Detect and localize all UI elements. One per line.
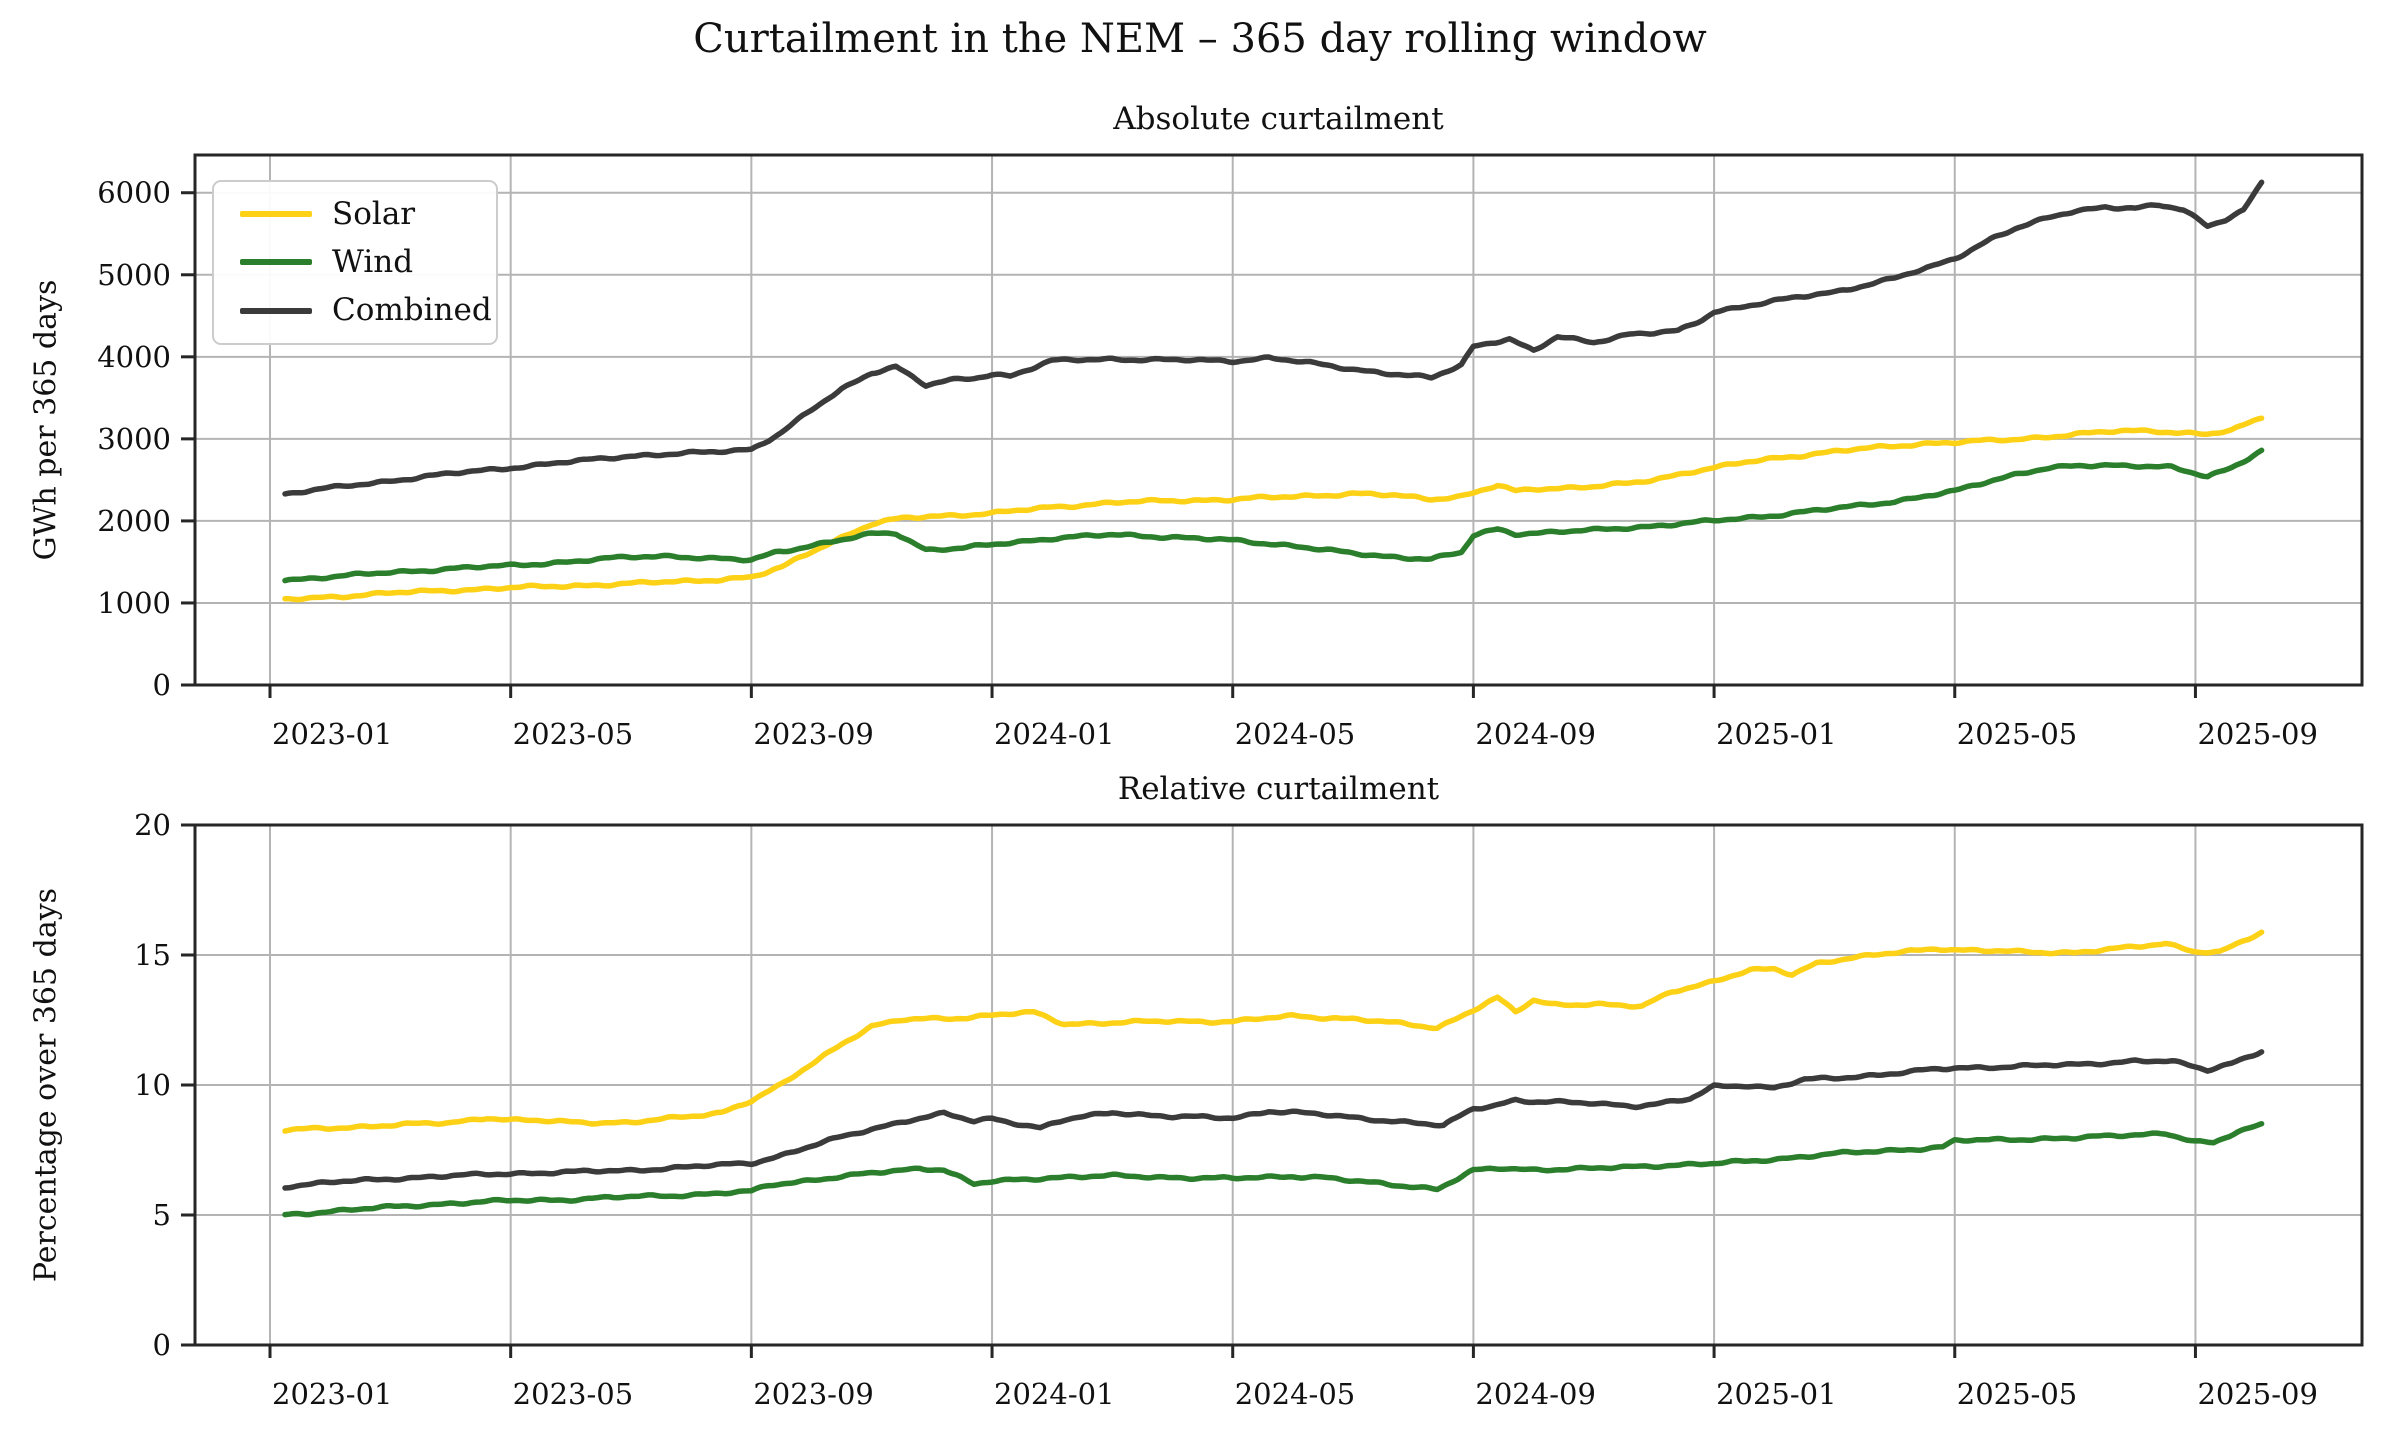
- x-tick-label: 2023-09: [753, 1377, 874, 1411]
- ticks: 2023-01 2023-05 2023-09 2024-01 2024-05 2024-…: [97, 176, 2318, 751]
- series-lines: [282, 929, 2265, 1218]
- x-tick-label: 2024-01: [994, 1377, 1115, 1411]
- x-tick-label: 2023-01: [272, 1377, 393, 1411]
- wind-line-swatch: [240, 259, 312, 266]
- legend: Solar Wind Combined: [212, 180, 498, 345]
- subplot-relative-title: Relative curtailment: [1117, 771, 1440, 807]
- y-tick-label: 1000: [97, 586, 171, 620]
- subplot-absolute-title: Absolute curtailment: [1113, 101, 1444, 137]
- figure-title: Curtailment in the NEM – 365 day rolling…: [693, 16, 1707, 62]
- gridlines: [195, 824, 2362, 1345]
- x-tick-label: 2024-09: [1475, 1377, 1596, 1411]
- relative-y-axis-label: Percentage over 365 days: [28, 887, 64, 1283]
- y-tick-label: 3000: [97, 422, 171, 456]
- x-tick-label: 2024-01: [994, 717, 1115, 751]
- legend-label-solar: Solar: [332, 195, 416, 232]
- y-tick-label: 20: [134, 808, 171, 842]
- x-tick-label: 2024-05: [1235, 717, 1356, 751]
- series-line-wind: [282, 447, 2265, 584]
- x-tick-label: 2023-01: [272, 717, 393, 751]
- series-line-wind: [282, 1120, 2265, 1218]
- series-line-solar: [282, 415, 2265, 603]
- y-tick-label: 2000: [97, 504, 171, 538]
- legend-item-solar: Solar: [240, 195, 496, 232]
- y-tick-label: 0: [153, 1328, 171, 1362]
- x-tick-label: 2025-05: [1957, 717, 2078, 751]
- legend-label-combined: Combined: [332, 292, 492, 329]
- series-lines: [282, 179, 2265, 603]
- legend-item-wind: Wind: [240, 243, 496, 280]
- x-tick-label: 2023-05: [513, 1377, 634, 1411]
- y-tick-label: 10: [134, 1068, 171, 1102]
- solar-line-swatch: [240, 211, 312, 218]
- x-tick-label: 2025-05: [1957, 1377, 2078, 1411]
- x-tick-label: 2025-01: [1716, 1377, 1837, 1411]
- series-line-solar: [282, 929, 2265, 1134]
- y-tick-label: 5: [153, 1198, 171, 1232]
- relative-chart: 2023-01 2023-05 2023-09 2024-01 2024-05 2024-…: [134, 808, 2364, 1411]
- x-tick-label: 2023-09: [753, 717, 874, 751]
- series-line-combined: [282, 1049, 2265, 1191]
- x-tick-label: 2025-09: [2197, 1377, 2318, 1411]
- absolute-chart: 2023-01 2023-05 2023-09 2024-01 2024-05 2024-…: [97, 153, 2364, 751]
- series-line-combined: [282, 179, 2265, 497]
- y-tick-label: 15: [134, 938, 171, 972]
- legend-label-wind: Wind: [332, 243, 414, 280]
- x-tick-label: 2024-09: [1475, 717, 1596, 751]
- gridlines: [195, 155, 2362, 685]
- x-tick-label: 2025-09: [2197, 717, 2318, 751]
- x-tick-label: 2025-01: [1716, 717, 1837, 751]
- y-tick-label: 0: [153, 668, 171, 702]
- y-tick-label: 6000: [97, 176, 171, 210]
- legend-item-combined: Combined: [240, 295, 496, 326]
- axes-frame: [193, 823, 2364, 1347]
- y-tick-label: 5000: [97, 258, 171, 292]
- combined-line-swatch: [240, 307, 312, 314]
- y-tick-label: 4000: [97, 340, 171, 374]
- axes-frame: [193, 153, 2364, 687]
- x-tick-label: 2023-05: [513, 717, 634, 751]
- x-tick-label: 2024-05: [1235, 1377, 1356, 1411]
- absolute-y-axis-label: GWh per 365 days: [28, 279, 64, 561]
- ticks: 2023-01 2023-05 2023-09 2024-01 2024-05 2024-…: [134, 808, 2318, 1411]
